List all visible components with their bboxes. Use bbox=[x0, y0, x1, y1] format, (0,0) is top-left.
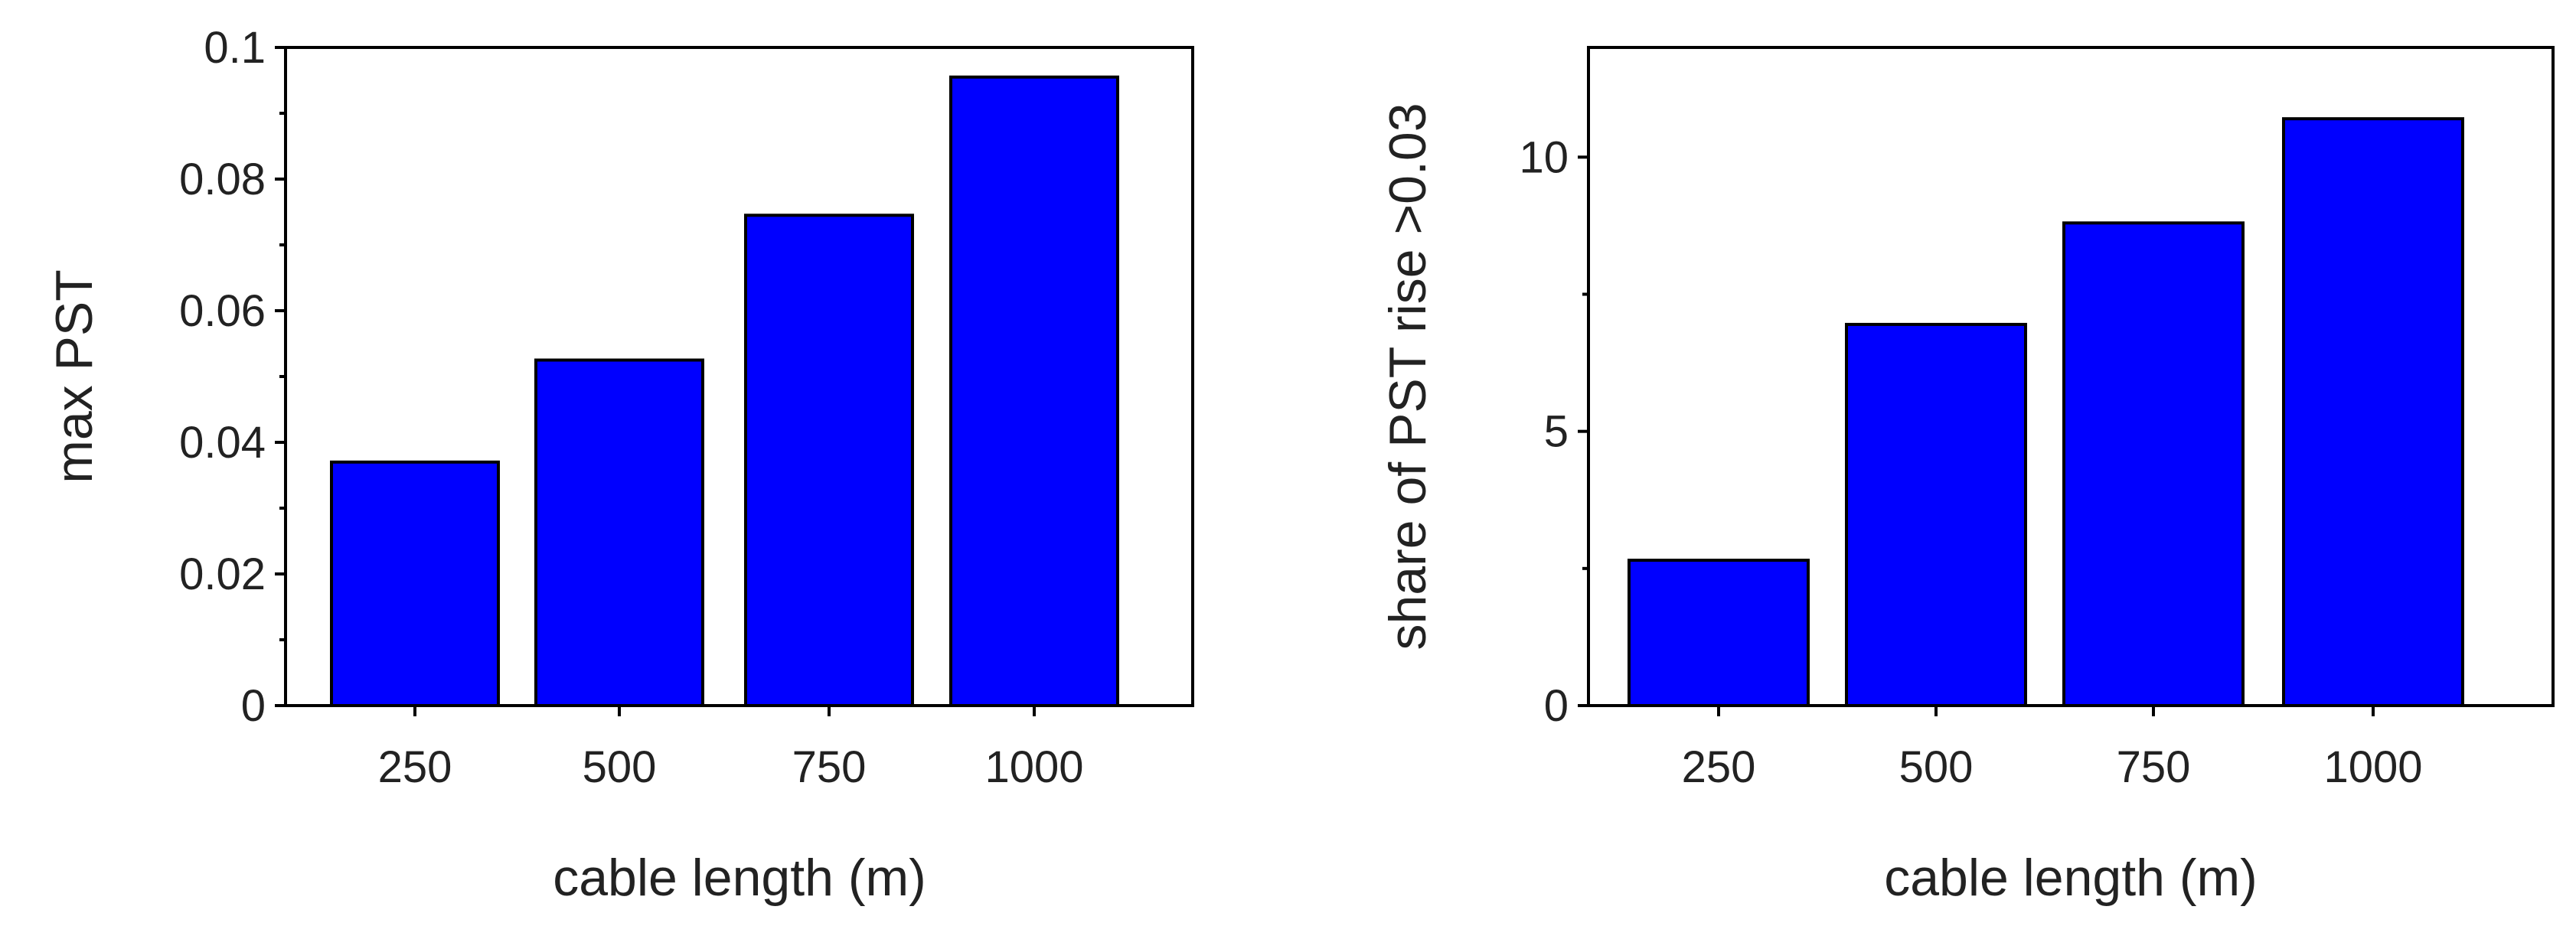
left-x-tick-label: 500 bbox=[583, 742, 657, 792]
right-x-tick-label: 1000 bbox=[2323, 742, 2422, 792]
left-bar-500 bbox=[534, 358, 704, 707]
left-x-axis-title: cable length (m) bbox=[553, 849, 926, 907]
left-x-tick-label: 250 bbox=[378, 742, 452, 792]
left-y-tick-label: 0.1 bbox=[204, 23, 266, 73]
right-x-tick-label: 250 bbox=[1682, 742, 1756, 792]
left-y-tick-label: 0.06 bbox=[179, 286, 266, 336]
left-y-tick-label: 0.04 bbox=[179, 418, 266, 468]
right-y-ticks: 0 5 10 bbox=[1519, 132, 1588, 731]
left-x-tick-label: 750 bbox=[792, 742, 867, 792]
left-bar-1000 bbox=[949, 75, 1119, 707]
right-x-tick-label: 750 bbox=[2117, 742, 2191, 792]
right-x-axis-title: cable length (m) bbox=[1884, 849, 2258, 907]
left-bar-250 bbox=[330, 460, 500, 707]
left-x-tick-label: 1000 bbox=[984, 742, 1083, 792]
right-bar-500 bbox=[1845, 322, 2027, 707]
right-y-tick-label: 0 bbox=[1544, 681, 1569, 731]
right-y-tick-label: 5 bbox=[1544, 407, 1569, 457]
left-bars bbox=[330, 75, 1119, 707]
left-y-tick-label: 0 bbox=[241, 681, 266, 731]
right-y-tick-label: 10 bbox=[1519, 132, 1569, 182]
left-y-ticks: 0 0.02 0.04 0.06 0.08 0.1 bbox=[179, 23, 286, 731]
right-bars bbox=[1628, 117, 2464, 708]
left-chart: 0 0.02 0.04 0.06 0.08 0.1 250 500 750 1000 cable… bbox=[45, 23, 1194, 907]
right-y-axis-title: share of PST rise >0.03 bbox=[1379, 103, 1437, 650]
right-chart: 0 5 10 250 500 750 1000 cable length (m) shar… bbox=[1379, 46, 2555, 907]
right-bar-250 bbox=[1628, 559, 1810, 707]
left-y-axis-title: max PST bbox=[45, 269, 103, 484]
left-y-tick-label: 0.08 bbox=[179, 155, 266, 204]
right-x-tick-label: 500 bbox=[1899, 742, 1974, 792]
left-x-ticks: 250 500 750 1000 bbox=[378, 706, 1084, 792]
left-y-tick-label: 0.02 bbox=[179, 549, 266, 599]
right-x-ticks: 250 500 750 1000 bbox=[1682, 706, 2423, 792]
right-bar-1000 bbox=[2282, 117, 2464, 707]
left-bar-750 bbox=[744, 214, 914, 707]
right-bar-750 bbox=[2062, 221, 2245, 708]
